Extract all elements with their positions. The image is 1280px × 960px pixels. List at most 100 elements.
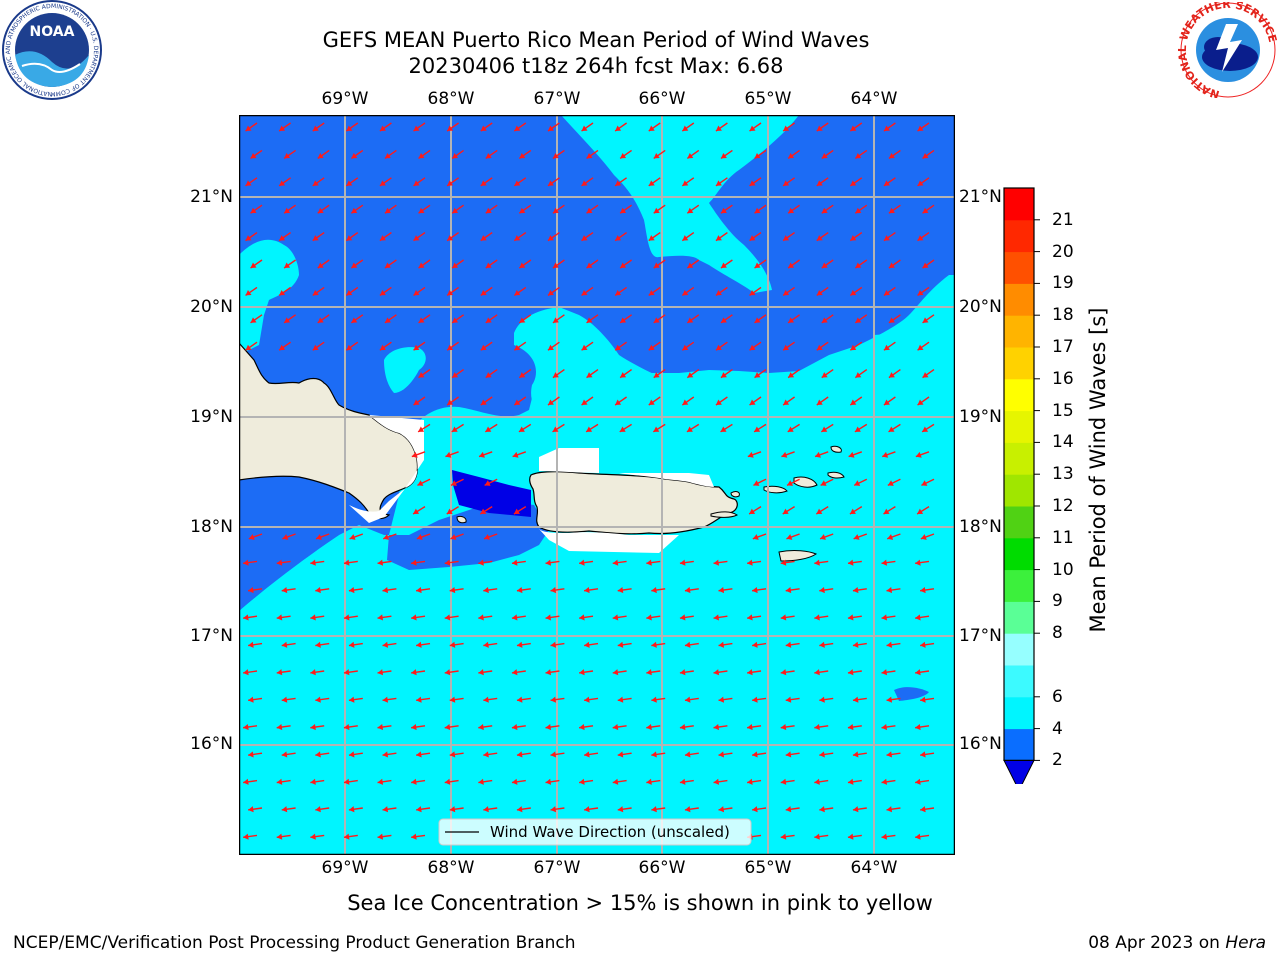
direction-arrowhead — [279, 289, 286, 296]
direction-arrowhead — [312, 289, 319, 296]
lon-tick-bottom-67w: 67°W — [533, 858, 581, 878]
direction-arrowhead — [648, 399, 655, 406]
direction-arrowhead — [788, 207, 795, 214]
direction-arrowhead — [752, 641, 758, 648]
direction-arrowhead — [915, 669, 921, 676]
colorbar-label: 4 — [1052, 718, 1063, 739]
direction-arrowhead — [887, 480, 894, 486]
direction-arrowhead — [920, 586, 926, 594]
direction-arrowhead — [783, 344, 790, 351]
direction-arrowhead — [514, 399, 521, 406]
direction-arrowhead — [747, 559, 753, 566]
direction-arrowhead — [550, 586, 557, 594]
direction-arrowhead — [248, 751, 254, 758]
direction-arrowhead — [581, 399, 588, 406]
direction-arrowhead — [480, 508, 487, 515]
direction-arrowhead — [343, 614, 350, 621]
direction-arrowhead — [248, 641, 254, 648]
direction-arrowhead — [379, 180, 386, 186]
direction-arrowhead — [653, 207, 660, 214]
direction-arrowhead — [348, 586, 355, 594]
direction-arrowhead — [317, 317, 324, 323]
direction-arrowhead — [483, 806, 489, 813]
direction-arrowhead — [545, 669, 552, 676]
direction-arrowhead — [917, 399, 924, 406]
direction-arrowhead — [788, 152, 795, 159]
direction-arrowhead — [452, 317, 459, 323]
direction-arrowhead — [276, 669, 283, 676]
direction-arrowhead — [917, 344, 924, 351]
direction-arrowhead — [653, 262, 660, 269]
direction-arrowhead — [449, 751, 456, 758]
direction-arrowhead — [310, 669, 316, 676]
direction-arrowhead — [413, 399, 420, 406]
colorbar-segment — [1004, 569, 1034, 602]
direction-arrowhead — [819, 806, 825, 813]
direction-arrowhead — [484, 480, 491, 486]
direction-arrowhead — [382, 751, 389, 758]
direction-arrowhead — [816, 289, 823, 296]
direction-arrowhead — [787, 480, 793, 486]
colorbar-segment — [1004, 474, 1034, 507]
noaa-logo-text: NOAA — [30, 24, 75, 40]
direction-arrowhead — [715, 344, 722, 351]
lat-tick-right-16n: 16°N — [959, 734, 1002, 754]
direction-arrowhead — [243, 559, 249, 566]
direction-arrowhead — [480, 235, 487, 241]
direction-arrowhead — [881, 833, 888, 840]
direction-arrowhead — [684, 696, 691, 703]
direction-arrowhead — [550, 806, 557, 813]
direction-arrowhead — [584, 586, 590, 594]
direction-arrowhead — [754, 317, 761, 323]
direction-arrowhead — [754, 372, 761, 378]
direction-arrowhead — [377, 778, 384, 785]
colorbar-segment — [1004, 251, 1034, 284]
direction-arrowhead — [447, 180, 454, 186]
direction-arrowhead — [485, 372, 492, 378]
direction-arrowhead — [821, 207, 828, 214]
direction-arrowhead — [480, 125, 487, 132]
direction-arrowhead — [417, 480, 424, 486]
direction-arrowhead — [883, 508, 890, 515]
direction-arrowhead — [886, 641, 893, 648]
direction-arrowhead — [646, 614, 652, 621]
direction-arrowhead — [648, 235, 655, 241]
direction-arrowhead — [850, 289, 857, 296]
direction-arrowhead — [718, 696, 725, 703]
direction-arrowhead — [478, 723, 484, 731]
direction-arrowhead — [920, 806, 926, 813]
culebra-island — [730, 491, 740, 498]
lon-tick-bottom-64w: 64°W — [850, 858, 898, 878]
direction-arrowhead — [312, 344, 319, 351]
direction-arrowhead — [485, 426, 492, 432]
direction-arrowhead — [752, 534, 759, 540]
direction-arrowhead — [382, 806, 389, 813]
direction-arrowhead — [847, 559, 854, 566]
direction-arrowhead — [480, 399, 487, 406]
direction-arrowhead — [478, 614, 484, 621]
lon-tick-bottom-66w: 66°W — [638, 858, 686, 878]
direction-arrowhead — [348, 696, 355, 703]
direction-arrowhead — [316, 534, 322, 540]
direction-arrowhead — [384, 207, 391, 214]
direction-arrowhead — [687, 152, 694, 159]
lat-tick-right-21n: 21°N — [959, 187, 1002, 207]
footer-branch: NCEP/EMC/Verification Post Processing Pr… — [13, 933, 576, 953]
lon-tick-top-67w: 67°W — [533, 89, 581, 109]
direction-arrowhead — [519, 262, 526, 269]
direction-arrowhead — [780, 778, 787, 785]
direction-arrowhead — [653, 372, 660, 378]
direction-arrowhead — [720, 317, 727, 323]
direction-arrowhead — [785, 586, 792, 594]
colorbar-segment — [1004, 315, 1034, 348]
direction-arrowhead — [413, 508, 420, 515]
direction-arrowhead — [888, 372, 895, 378]
direction-arrowhead — [754, 262, 761, 269]
direction-arrowhead — [348, 806, 355, 813]
direction-arrowhead — [749, 399, 756, 406]
direction-arrowhead — [612, 559, 619, 566]
direction-arrowhead — [686, 426, 693, 432]
direction-arrowhead — [413, 180, 420, 186]
direction-arrowhead — [917, 125, 924, 132]
direction-arrowhead — [881, 778, 888, 785]
